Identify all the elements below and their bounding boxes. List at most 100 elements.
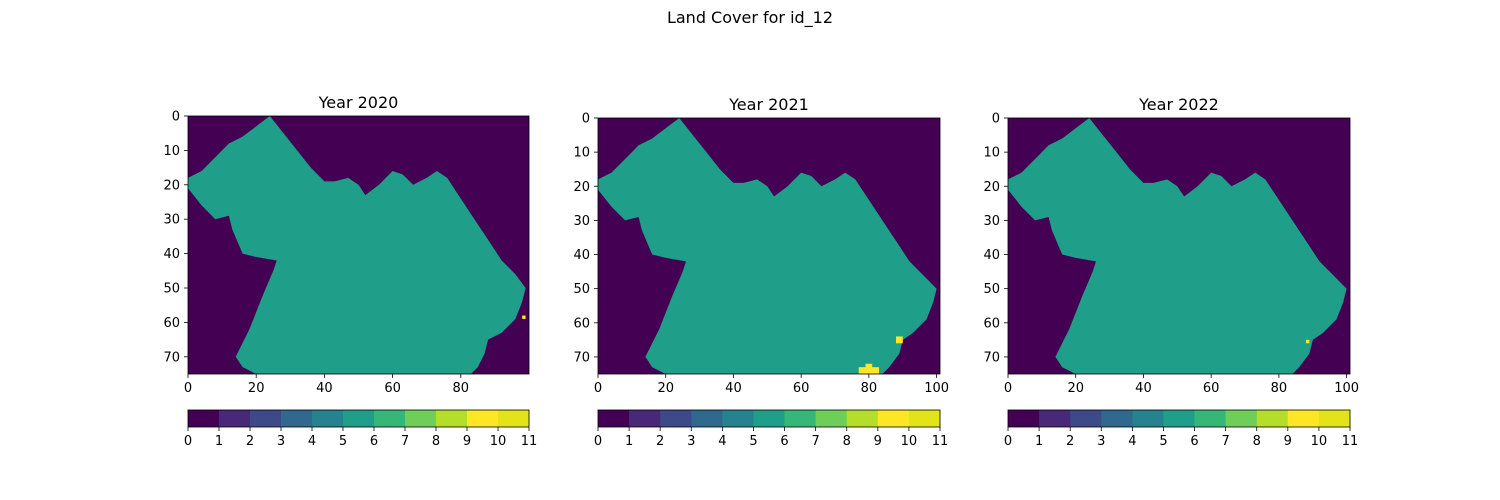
colorbar-segment-4 — [312, 410, 344, 427]
y-tick-label: 30 — [163, 213, 180, 228]
map-body — [1008, 118, 1347, 374]
y-tick-label: 70 — [983, 350, 1000, 365]
y-tick-label: 50 — [163, 282, 180, 297]
colorbar-tick-label: 6 — [370, 434, 378, 449]
colorbar-segment-2 — [250, 410, 282, 427]
y-tick-label: 10 — [573, 146, 590, 161]
colorbar-segment-8 — [846, 410, 879, 427]
colorbar-tick-label: 1 — [625, 434, 633, 449]
highlight-cell-1 — [522, 315, 526, 319]
colorbar-segment-9 — [877, 410, 910, 427]
colorbar-segment-1 — [219, 410, 251, 427]
colorbar-tick-label: 3 — [687, 434, 695, 449]
x-tick-label: 60 — [1203, 381, 1220, 396]
colorbar-segment-9 — [1287, 410, 1320, 427]
x-tick-label: 100 — [924, 381, 949, 396]
colorbar-segment-6 — [784, 410, 817, 427]
colorbar-tick-label: 7 — [811, 434, 819, 449]
colorbar-segment-4 — [722, 410, 754, 427]
x-tick-label: 80 — [1271, 381, 1288, 396]
colorbar-tick-label: 8 — [1253, 434, 1261, 449]
y-tick-label: 20 — [983, 180, 1000, 195]
colorbar-segment-0 — [1008, 410, 1040, 427]
y-tick-label: 0 — [992, 112, 1000, 127]
colorbar-segment-6 — [374, 410, 406, 427]
colorbar-segment-7 — [1225, 410, 1258, 427]
x-tick-label: 60 — [384, 381, 401, 396]
colorbar-tick-label: 3 — [1097, 434, 1105, 449]
colorbar-segment-9 — [467, 410, 499, 427]
x-tick-label: 0 — [184, 381, 192, 396]
panel-title: Year 2021 — [728, 95, 809, 114]
colorbar-segment-0 — [188, 410, 220, 427]
colorbar-tick-label: 10 — [901, 434, 918, 449]
colorbar-tick-label: 9 — [874, 434, 882, 449]
panel-title: Year 2022 — [1138, 95, 1219, 114]
colorbar-segment-6 — [1194, 410, 1227, 427]
colorbar-tick-label: 7 — [1221, 434, 1229, 449]
colorbar-segment-1 — [1039, 410, 1071, 427]
colorbar-frame — [597, 409, 941, 428]
panel-2: Year 2021 0 20 40 60 80 100 0 10 20 30 40 50 60 70 0 1 2 3… — [573, 95, 949, 449]
colorbar-tick-label: 5 — [1159, 434, 1167, 449]
colorbar-tick-label: 7 — [401, 434, 409, 449]
colorbar-tick-label: 4 — [1128, 434, 1136, 449]
y-tick-label: 70 — [573, 350, 590, 365]
colorbar-segment-2 — [660, 410, 692, 427]
colorbar-tick-label: 3 — [277, 434, 285, 449]
y-tick-label: 60 — [163, 316, 180, 331]
x-tick-label: 100 — [1334, 381, 1359, 396]
y-tick-label: 30 — [573, 214, 590, 229]
colorbar-tick-label: 11 — [932, 434, 949, 449]
y-tick-label: 0 — [582, 112, 590, 127]
colorbar-segment-3 — [691, 410, 723, 427]
y-tick-label: 40 — [983, 248, 1000, 263]
colorbar-segment-4 — [1132, 410, 1164, 427]
plot-frame — [1007, 117, 1351, 375]
colorbar-tick-label: 8 — [432, 434, 440, 449]
y-tick-label: 0 — [172, 110, 180, 125]
colorbar-segment-3 — [1101, 410, 1133, 427]
x-tick-label: 40 — [1135, 381, 1152, 396]
panel-3: Year 2022 0 20 40 60 80 100 0 10 20 30 40 50 60 70 0 1 2 3… — [983, 95, 1359, 449]
panel-title: Year 2020 — [318, 93, 399, 112]
colorbar-segment-5 — [343, 410, 375, 427]
plot-frame — [187, 115, 530, 375]
y-tick-label: 50 — [573, 282, 590, 297]
colorbar-segment-1 — [629, 410, 661, 427]
colorbar-tick-label: 1 — [1035, 434, 1043, 449]
colorbar-tick-label: 4 — [718, 434, 726, 449]
colorbar-segment-8 — [436, 410, 468, 427]
colorbar-frame — [1007, 409, 1351, 428]
colorbar-segment-3 — [281, 410, 313, 427]
y-tick-label: 30 — [983, 214, 1000, 229]
colorbar-tick-label: 6 — [780, 434, 788, 449]
colorbar-segment-7 — [815, 410, 848, 427]
x-tick-label: 20 — [248, 381, 265, 396]
colorbar-tick-label: 1 — [215, 434, 223, 449]
x-tick-label: 40 — [725, 381, 742, 396]
x-tick-label: 0 — [1004, 381, 1012, 396]
map-body — [598, 118, 937, 374]
highlight-cell-1 — [895, 336, 903, 344]
land-cover-region — [1008, 118, 1347, 374]
colorbar-tick-label: 8 — [843, 434, 851, 449]
y-tick-label: 70 — [163, 350, 180, 365]
colorbar-segment-5 — [753, 410, 786, 427]
y-tick-label: 40 — [573, 248, 590, 263]
colorbar-tick-label: 5 — [339, 434, 347, 449]
colorbar-segment-10 — [908, 410, 941, 427]
x-tick-label: 20 — [657, 381, 674, 396]
x-tick-label: 20 — [1067, 381, 1084, 396]
colorbar-tick-label: 11 — [521, 434, 538, 449]
colorbar-frame — [187, 409, 530, 428]
colorbar-tick-label: 2 — [656, 434, 664, 449]
colorbar-tick-label: 6 — [1190, 434, 1198, 449]
colorbar-tick-label: 10 — [490, 434, 507, 449]
land-cover-region — [188, 116, 526, 374]
y-tick-label: 20 — [163, 178, 180, 193]
x-tick-label: 80 — [453, 381, 470, 396]
colorbar-tick-label: 10 — [1311, 434, 1328, 449]
x-tick-label: 80 — [861, 381, 878, 396]
